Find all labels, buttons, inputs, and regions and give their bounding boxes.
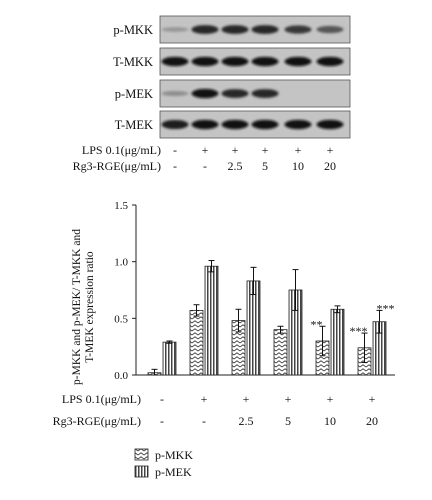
blot-row-label: p-MEK (115, 87, 153, 101)
chart-conditions: LPS 0.1(μg/mL) Rg3-RGE(μg/mL) - + + + + + - - 2.… (53, 392, 378, 428)
chart-condition-value: - (202, 414, 206, 428)
y-axis-label-line-2: T-MEK expression ratio (84, 251, 96, 363)
blot-band (316, 119, 344, 130)
chart-condition-value: + (243, 392, 250, 406)
blot-row-label: T-MEK (115, 118, 153, 132)
blot-band (161, 90, 189, 97)
blot-row-t-mkk: T-MKK (113, 47, 351, 76)
chart-condition-value: + (327, 392, 334, 406)
blot-rg3-label: Rg3-RGE(μg/mL) (73, 159, 161, 173)
y-tick-label: 0.0 (114, 370, 128, 382)
chart-condition-value: + (369, 392, 376, 406)
blot-band (221, 56, 249, 67)
blot-condition-value: 20 (324, 159, 336, 173)
legend-swatch-p-mek (134, 465, 149, 478)
blot-row-p-mkk: p-MKK (113, 15, 351, 44)
blot-condition-value: - (173, 159, 177, 173)
blot-band (191, 88, 219, 99)
blot-band (191, 119, 219, 130)
blot-band (161, 27, 189, 32)
blot-condition-value: 5 (262, 159, 268, 173)
blot-band (161, 119, 189, 130)
blot-row-label: T-MKK (113, 55, 153, 69)
bar-chart: p-MKK and p-MEK/ T-MKK and T-MEK express… (71, 200, 395, 385)
y-tick-label: 1.0 (114, 257, 128, 269)
blot-band (251, 25, 279, 34)
blot-conditions: LPS 0.1(μg/mL) Rg3-RGE(μg/mL) - + + + + + - - 2.… (73, 143, 336, 173)
y-tick-label: 0.5 (114, 313, 128, 325)
blot-band (284, 119, 312, 130)
blot-band (191, 25, 219, 34)
blot-row-p-mek: p-MEK (115, 79, 351, 108)
bar-p-mek (204, 265, 219, 376)
blot-condition-value: + (295, 143, 302, 157)
chart-condition-value: 20 (366, 414, 378, 428)
bar-p-mkk (273, 329, 288, 376)
blot-band (161, 56, 189, 67)
blot-condition-value: + (327, 143, 334, 157)
chart-condition-value: 10 (324, 414, 336, 428)
y-tick-label: 1.5 (114, 200, 128, 212)
legend-label-p-mek: p-MEK (155, 465, 192, 479)
blot-band (221, 89, 249, 98)
blot-row-t-mek: T-MEK (115, 110, 351, 139)
chart-rg3-label: Rg3-RGE(μg/mL) (53, 414, 141, 428)
chart-condition-value: + (201, 392, 208, 406)
blot-condition-value: 2.5 (228, 159, 243, 173)
blot-condition-value: 10 (292, 159, 304, 173)
blot-band (284, 56, 312, 67)
significance-marker: ** (311, 317, 323, 331)
blot-band (251, 119, 279, 130)
legend-swatch-p-mkk (134, 448, 149, 461)
blot-condition-value: + (202, 143, 209, 157)
western-blot-panel: p-MKK T-MKK p-MEK T-MEK (113, 15, 351, 139)
bar-p-mek (162, 341, 177, 376)
chart-condition-value: 5 (285, 414, 291, 428)
chart-lps-label: LPS 0.1(μg/mL) (62, 392, 141, 406)
blot-band (316, 56, 344, 67)
blot-row-label: p-MKK (113, 23, 153, 37)
blot-lps-label: LPS 0.1(μg/mL) (82, 143, 161, 157)
chart-condition-value: - (160, 392, 164, 406)
blot-band (251, 89, 279, 98)
significance-marker: *** (350, 324, 368, 338)
blot-condition-value: - (173, 143, 177, 157)
bar-p-mkk (189, 309, 204, 376)
blot-band (191, 56, 219, 67)
legend-label-p-mkk: p-MKK (155, 448, 193, 462)
chart-condition-value: + (285, 392, 292, 406)
legend: p-MKK p-MEK (134, 448, 193, 479)
significance-marker: *** (377, 301, 395, 315)
chart-condition-value: 2.5 (239, 414, 254, 428)
blot-band (316, 25, 344, 34)
blot-condition-value: - (203, 159, 207, 173)
bar-p-mek (330, 308, 345, 376)
y-axis-label-line-1: p-MKK and p-MEK/ T-MKK and (71, 229, 83, 385)
blot-band (251, 56, 279, 67)
blot-condition-value: + (232, 143, 239, 157)
bar-p-mek (246, 280, 261, 376)
blot-band (221, 119, 249, 130)
blot-band (221, 25, 249, 34)
blot-band (284, 25, 312, 34)
blot-condition-value: + (262, 143, 269, 157)
chart-condition-value: - (160, 414, 164, 428)
